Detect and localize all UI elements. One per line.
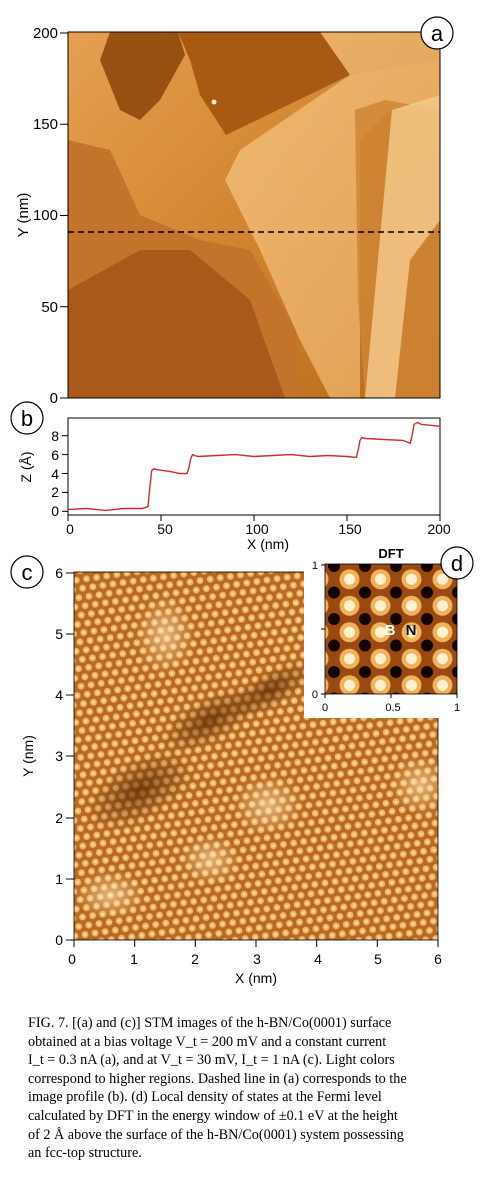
x-tick-label: 0 xyxy=(66,521,74,537)
y-axis-c: 6 5 4 3 2 1 0 Y (nm) xyxy=(20,565,74,948)
x-tick-label: 150 xyxy=(338,521,362,537)
y-tick-label: 200 xyxy=(33,25,58,42)
svg-text:a: a xyxy=(431,21,444,46)
y-tick-label: 100 xyxy=(33,207,58,224)
panel-a: 200 150 100 50 0 Y (nm) a xyxy=(15,16,454,407)
caption-line: obtained at a bias voltage V_t = 200 mV … xyxy=(28,1033,387,1050)
x-tick-label: 3 xyxy=(253,951,261,967)
y-tick-label: 3 xyxy=(55,748,63,764)
y-tick-label: 4 xyxy=(51,466,59,482)
x-tick-label: 5 xyxy=(374,951,382,967)
x-tick-label: 0.5 xyxy=(385,702,400,714)
y-tick-label: 0 xyxy=(50,390,58,407)
svg-text:d: d xyxy=(451,551,463,576)
x-axis-b: 0 50 100 150 200 X (nm) xyxy=(66,515,451,552)
y-tick-label: 150 xyxy=(33,116,58,133)
x-tick-label: 0 xyxy=(68,951,76,967)
x-axis-c: 0 1 2 3 4 5 6 X (nm) xyxy=(68,940,442,986)
y-tick-label: 1 xyxy=(55,871,63,887)
atom-label-n: N xyxy=(406,622,417,639)
caption-line: of 2 Å above the surface of the h-BN/Co(… xyxy=(28,1126,404,1143)
dft-title: DFT xyxy=(378,546,403,561)
y-axis-title: Z (Å) xyxy=(18,451,34,482)
y-tick-label: 6 xyxy=(51,447,59,463)
y-tick-label: 0 xyxy=(55,932,63,948)
svg-text:c: c xyxy=(22,560,33,585)
y-tick-label: 2 xyxy=(55,810,63,826)
panel-label-c: c xyxy=(10,555,44,589)
caption-line: an fcc-top structure. xyxy=(28,1145,142,1162)
caption-line: calculated by DFT in the energy window o… xyxy=(28,1107,398,1124)
x-tick-label: 1 xyxy=(454,702,460,714)
caption-line: image profile (b). (d) Local density of … xyxy=(28,1089,382,1106)
y-tick-label: 4 xyxy=(55,687,63,703)
y-tick-label: 50 xyxy=(41,299,58,316)
panel-d: DFT B N 1 0 0 0.5 1 d xyxy=(304,546,474,718)
caption-line: correspond to higher regions. Dashed lin… xyxy=(28,1070,407,1087)
x-tick-label: 1 xyxy=(130,951,138,967)
y-tick-label: 0 xyxy=(51,503,59,519)
figure-7: 200 150 100 50 0 Y (nm) a 8 6 4 2 0 Z (Å… xyxy=(10,16,474,986)
x-axis-title: X (nm) xyxy=(235,970,277,986)
figure-caption: FIG. 7. [(a) and (c)] STM images of the … xyxy=(28,1014,454,1163)
y-axis-title: Y (nm) xyxy=(20,735,36,777)
y-tick-label: 6 xyxy=(55,565,63,581)
panel-label-d: d xyxy=(440,546,474,580)
x-tick-label: 6 xyxy=(434,951,442,967)
panel-label-a: a xyxy=(420,16,454,50)
y-tick-label: 8 xyxy=(51,428,59,444)
y-axis-a: 200 150 100 50 0 Y (nm) xyxy=(15,25,68,407)
x-tick-label: 50 xyxy=(157,521,173,537)
y-axis-b: 8 6 4 2 0 Z (Å) xyxy=(18,428,68,519)
panel-label-b: b xyxy=(10,401,44,435)
x-tick-label: 200 xyxy=(427,521,451,537)
y-axis-title: Y (nm) xyxy=(15,193,32,238)
atom-label-b: B xyxy=(385,622,396,639)
caption-line: FIG. 7. [(a) and (c)] STM images of the … xyxy=(28,1015,392,1031)
svg-text:b: b xyxy=(21,406,33,431)
x-tick-label: 2 xyxy=(191,951,199,967)
x-axis-title: X (nm) xyxy=(247,536,289,552)
x-tick-label: 4 xyxy=(314,951,322,967)
y-tick-label: 0 xyxy=(312,689,318,701)
y-tick-label: 1 xyxy=(312,560,318,572)
frame-b xyxy=(67,417,441,516)
dft-ldos-map xyxy=(324,563,458,695)
caption-line: I_t = 0.3 nA (a), and at V_t = 30 mV, I_… xyxy=(28,1052,395,1069)
stm-image-a xyxy=(68,32,440,398)
x-tick-label: 0 xyxy=(322,702,328,714)
x-tick-label: 100 xyxy=(245,521,269,537)
panel-b: 8 6 4 2 0 Z (Å) 0 50 100 150 200 X (nm) … xyxy=(10,401,451,552)
height-profile-line xyxy=(67,421,441,512)
y-tick-label: 2 xyxy=(51,484,59,500)
axes-d: 1 0 0 0.5 1 xyxy=(312,560,460,714)
y-tick-label: 5 xyxy=(55,626,63,642)
